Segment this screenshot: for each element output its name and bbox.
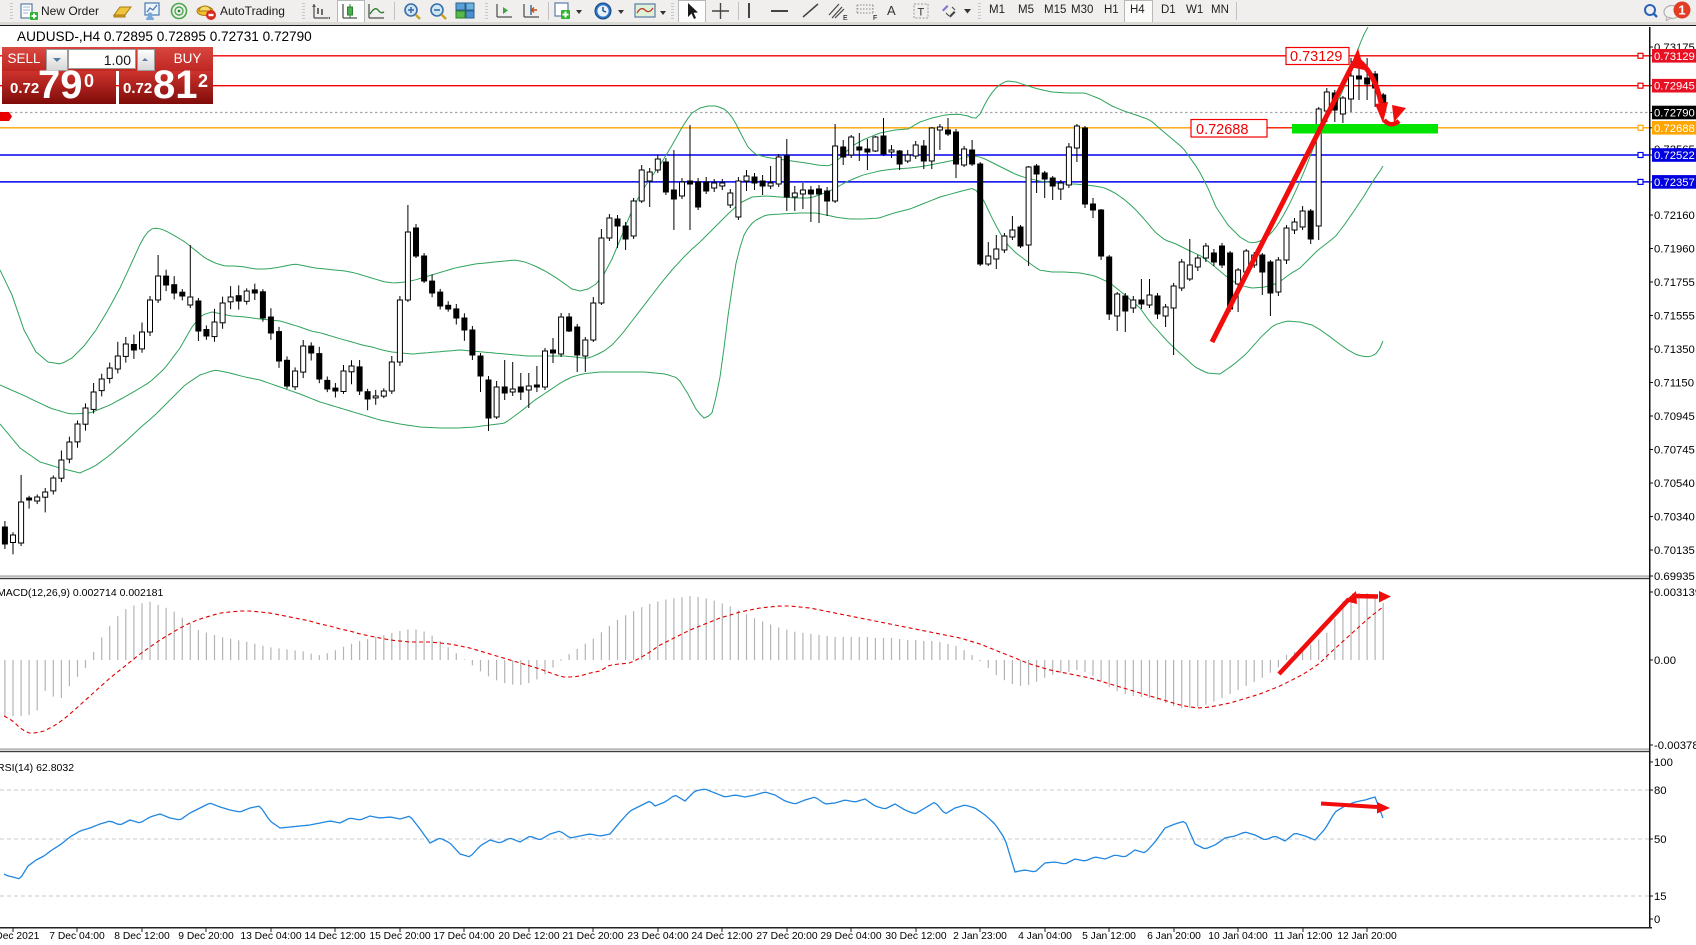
svg-text:10 Jan 04:00: 10 Jan 04:00 [1208, 931, 1268, 940]
svg-text:30 Dec 12:00: 30 Dec 12:00 [885, 931, 947, 940]
svg-text:F: F [873, 15, 877, 21]
svg-text:6 Dec 2021: 6 Dec 2021 [0, 931, 40, 940]
svg-text:0.70340: 0.70340 [1654, 512, 1695, 524]
svg-text:29 Dec 04:00: 29 Dec 04:00 [820, 931, 882, 940]
svg-text:0.72160: 0.72160 [1654, 210, 1695, 222]
svg-text:21 Dec 20:00: 21 Dec 20:00 [562, 931, 624, 940]
svg-text:E: E [843, 15, 848, 21]
svg-text:11 Jan 12:00: 11 Jan 12:00 [1274, 931, 1333, 940]
svg-text:0.72688: 0.72688 [1196, 122, 1248, 138]
svg-text:6 Jan 20:00: 6 Jan 20:00 [1147, 931, 1201, 940]
svg-text:0.72790: 0.72790 [1654, 108, 1695, 120]
svg-text:14 Dec 12:00: 14 Dec 12:00 [304, 931, 366, 940]
svg-text:0.70540: 0.70540 [1654, 478, 1695, 490]
svg-text:0: 0 [1654, 914, 1660, 926]
svg-text:0.70745: 0.70745 [1654, 445, 1695, 457]
svg-text:0.70945: 0.70945 [1654, 411, 1695, 423]
svg-text:0.69935: 0.69935 [1654, 571, 1695, 583]
svg-text:0.71150: 0.71150 [1654, 378, 1694, 390]
svg-text:2 Jan 23:00: 2 Jan 23:00 [953, 931, 1007, 940]
svg-text:0.70135: 0.70135 [1654, 545, 1695, 557]
svg-text:RSI(14) 62.8032: RSI(14) 62.8032 [0, 762, 74, 774]
svg-text:0.71555: 0.71555 [1654, 311, 1695, 323]
svg-text:0.73129: 0.73129 [1290, 49, 1342, 65]
svg-text:50: 50 [1654, 834, 1667, 846]
svg-text:27 Dec 20:00: 27 Dec 20:00 [756, 931, 818, 940]
svg-text:15: 15 [1654, 891, 1667, 903]
svg-text:T: T [918, 7, 925, 19]
svg-text:9 Dec 20:00: 9 Dec 20:00 [178, 931, 234, 940]
svg-text:AUDUSD-,H4 0.72895 0.72895 0.: AUDUSD-,H4 0.72895 0.72895 0.72731 0.727… [17, 29, 312, 44]
svg-text:1: 1 [1678, 3, 1685, 18]
svg-text:0.71960: 0.71960 [1654, 244, 1695, 256]
svg-text:12 Jan 20:00: 12 Jan 20:00 [1337, 931, 1397, 940]
svg-text:20 Dec 12:00: 20 Dec 12:00 [498, 931, 560, 940]
svg-text:MACD(12,26,9) 0.002714 0.00218: MACD(12,26,9) 0.002714 0.002181 [0, 587, 164, 599]
svg-text:5 Jan 12:00: 5 Jan 12:00 [1082, 931, 1136, 940]
svg-text:0.71755: 0.71755 [1654, 277, 1695, 289]
svg-text:-0.003786: -0.003786 [1654, 740, 1696, 752]
svg-text:0.71350: 0.71350 [1654, 344, 1695, 356]
svg-text:80: 80 [1654, 785, 1667, 797]
svg-text:4 Jan 04:00: 4 Jan 04:00 [1018, 931, 1072, 940]
svg-text:13 Dec 04:00: 13 Dec 04:00 [240, 931, 302, 940]
svg-text:7 Dec 04:00: 7 Dec 04:00 [49, 931, 105, 940]
svg-text:0.72522: 0.72522 [1654, 150, 1695, 162]
svg-text:0.72945: 0.72945 [1654, 81, 1695, 93]
svg-text:8 Dec 12:00: 8 Dec 12:00 [114, 931, 170, 940]
svg-text:0.00: 0.00 [1654, 655, 1676, 667]
svg-text:15 Dec 20:00: 15 Dec 20:00 [369, 931, 431, 940]
svg-text:24 Dec 12:00: 24 Dec 12:00 [691, 931, 753, 940]
svg-text:23 Dec 04:00: 23 Dec 04:00 [627, 931, 689, 940]
svg-text:0.72688: 0.72688 [1654, 123, 1695, 135]
svg-text:100: 100 [1654, 757, 1673, 769]
svg-text:0.003139: 0.003139 [1654, 587, 1696, 599]
svg-text:0.73129: 0.73129 [1654, 51, 1695, 63]
svg-text:0.72357: 0.72357 [1654, 177, 1695, 189]
svg-text:17 Dec 04:00: 17 Dec 04:00 [433, 931, 495, 940]
